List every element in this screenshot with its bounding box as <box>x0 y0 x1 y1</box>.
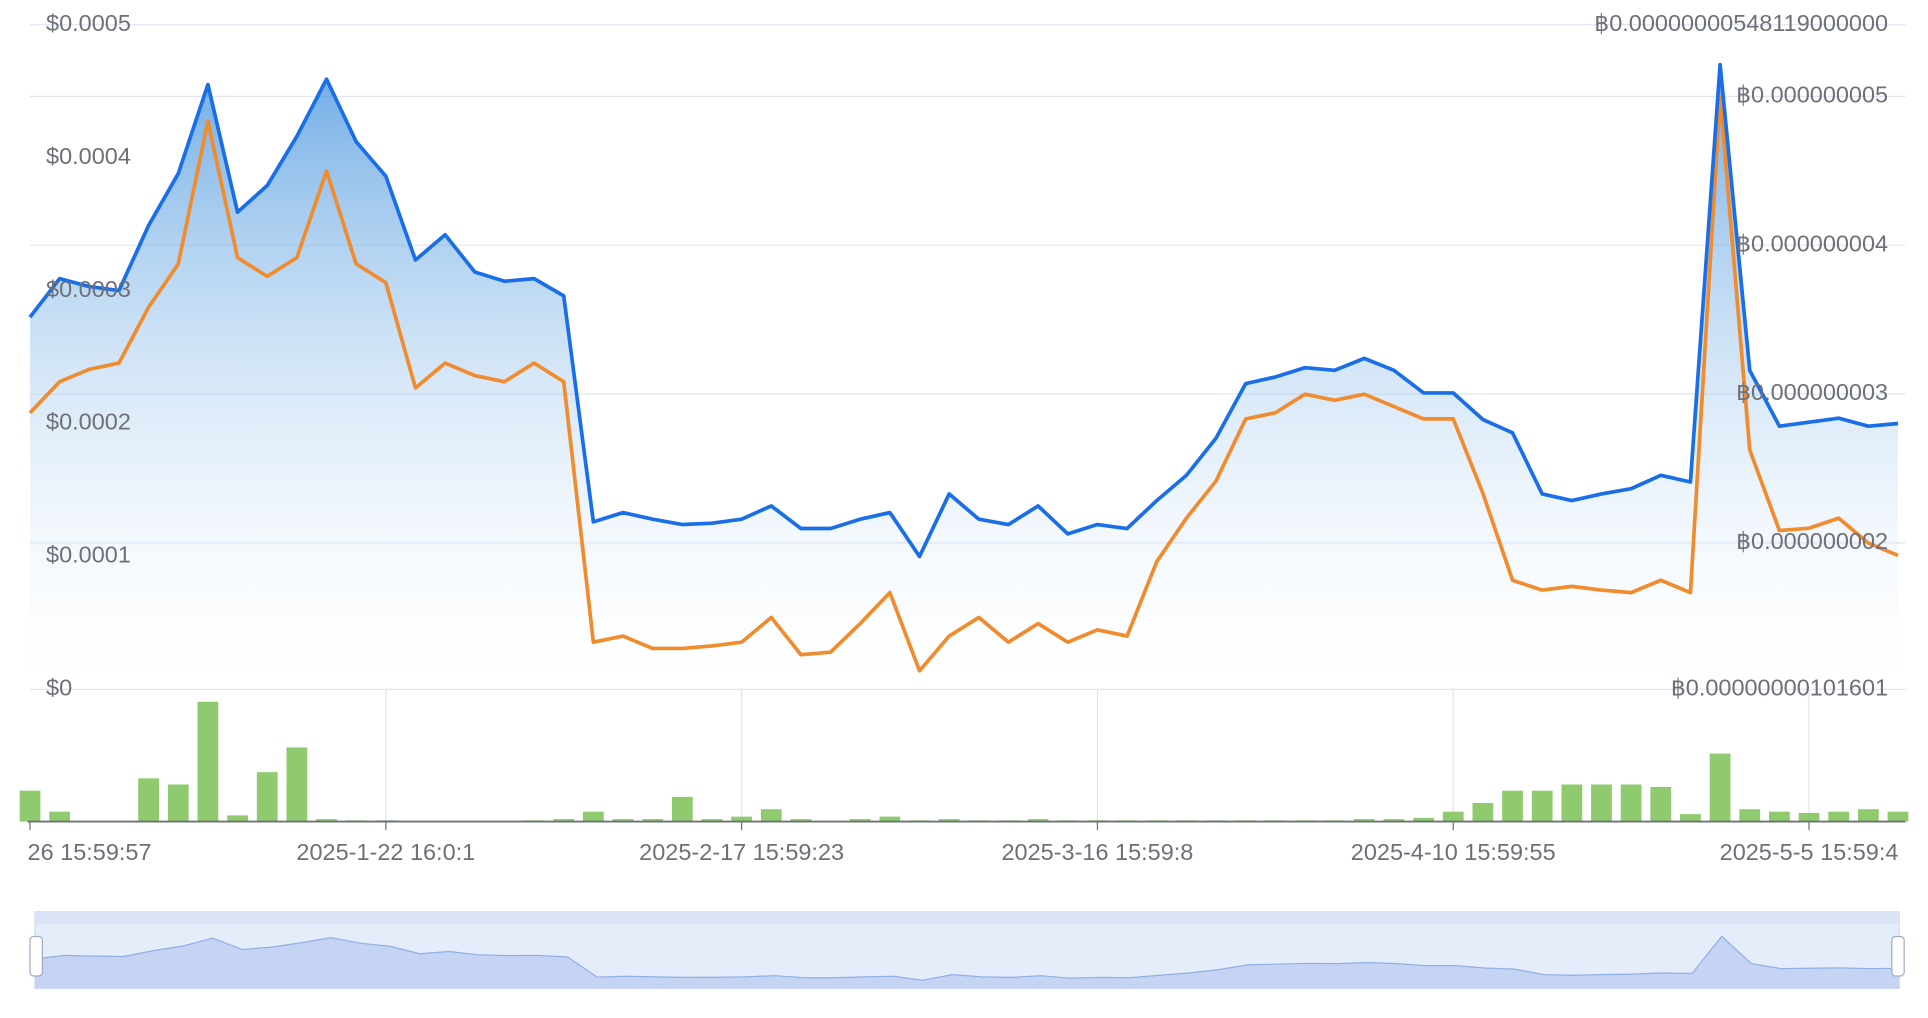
x-tick-label: 2025-2-17 15:59:23 <box>639 839 844 865</box>
volume-bar <box>760 809 782 822</box>
price-line <box>28 94 1899 673</box>
volume-bar <box>642 819 664 822</box>
y-tick-label: $0.0002 <box>46 409 131 435</box>
volume-bar <box>553 819 575 822</box>
volume-bar <box>731 816 752 822</box>
y-tick-label: $0.0004 <box>46 143 131 169</box>
volume-bar <box>256 772 278 822</box>
volume-bar <box>1442 811 1464 822</box>
volume-bar <box>1561 784 1583 822</box>
volume-bar <box>1620 784 1642 822</box>
zoom-slider[interactable] <box>29 911 1905 989</box>
volume-bar <box>1887 811 1909 822</box>
x-tick-label: 26 15:59:57 <box>28 839 152 865</box>
volume-bar <box>1798 812 1820 822</box>
y2-tick-label: ฿0.000000004 <box>1736 230 1888 256</box>
mini-area <box>34 936 1900 989</box>
volume-bar <box>1591 784 1612 822</box>
volume-bar <box>879 816 901 822</box>
volume-bar <box>1769 811 1790 822</box>
y2-tick-label: ฿0.00000000101601 <box>1671 675 1888 701</box>
volume-bar <box>1413 817 1434 822</box>
volume-bar <box>49 811 71 822</box>
volume-bar <box>582 811 604 822</box>
x-tick-label: 2025-5-5 15:59:4 <box>1720 839 1899 865</box>
volume-bar <box>1739 809 1761 822</box>
volume-bar <box>286 747 308 822</box>
volume-bar <box>790 819 812 822</box>
y2-tick-label: ฿0.000000003 <box>1736 379 1888 405</box>
y-tick-label: $0 <box>46 675 72 701</box>
volume-bar <box>1353 819 1375 822</box>
volume-bar <box>1650 786 1672 822</box>
y-tick-label: $0.0005 <box>46 10 131 36</box>
volume-bar <box>19 790 41 822</box>
x-tick-label: 2025-4-10 15:59:55 <box>1351 839 1556 865</box>
price-area <box>30 64 1898 690</box>
volume-bar <box>1709 753 1731 822</box>
slider-handle[interactable] <box>29 935 43 977</box>
volume-bar <box>197 701 219 822</box>
volume-bar <box>1472 803 1494 822</box>
volume-bar <box>612 819 634 822</box>
volume-bar <box>167 784 189 822</box>
slider-handle[interactable] <box>1891 935 1905 977</box>
volume-bar <box>1502 790 1523 822</box>
volume-bar <box>938 819 960 822</box>
volume-bar <box>1828 811 1850 822</box>
x-tick-label: 2025-3-16 15:59:8 <box>1002 839 1194 865</box>
x-tick-label: 2025-1-22 16:0:1 <box>296 839 475 865</box>
volume-bar <box>138 778 159 822</box>
y-tick-label: $0.0003 <box>46 276 131 302</box>
volume-bar <box>1531 790 1553 822</box>
volume-bar <box>1857 809 1879 822</box>
y2-tick-label: ฿0.000000005 <box>1736 82 1888 108</box>
volume-bar <box>1027 819 1049 822</box>
volume-bar <box>701 819 723 822</box>
volume-bar <box>1680 814 1701 822</box>
volume-bar <box>1383 819 1405 822</box>
y2-tick-label: ฿0.000000002 <box>1736 528 1888 554</box>
price-line <box>28 62 1899 559</box>
mini-line <box>34 935 1900 981</box>
volume-bar <box>227 815 248 822</box>
volume-bar <box>671 796 693 822</box>
volume-bar <box>849 819 871 822</box>
volume-bar <box>316 819 337 822</box>
y2-tick-label: ฿0.00000000548119000000 <box>1594 10 1888 36</box>
y-tick-label: $0.0001 <box>46 542 131 568</box>
slider-bar[interactable] <box>34 911 1900 925</box>
